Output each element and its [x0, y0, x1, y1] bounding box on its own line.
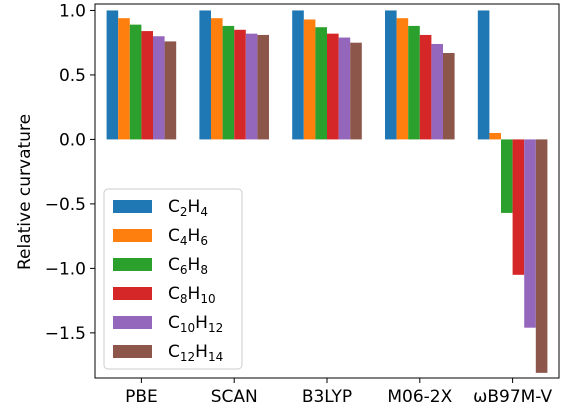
y-tick-label: 0.0: [59, 130, 86, 150]
x-axis-ticks: PBE SCAN B3LYP M06-2X ωB97M-V: [125, 378, 552, 407]
legend-swatch: [113, 316, 152, 329]
bar-C4H6-5: [489, 132, 501, 140]
bar-C4H6-2: [211, 18, 223, 140]
bar-C6H8-3: [315, 27, 327, 140]
y-axis-label: Relative curvature: [15, 114, 35, 270]
plot-frame: [94, 3, 560, 379]
y-tick-label: 0.5: [59, 66, 86, 86]
bars-group: [106, 10, 548, 373]
bar-C12H14-4: [443, 53, 455, 140]
y-tick-label: 1.0: [59, 1, 86, 21]
y-tick-label: −1.5: [45, 324, 86, 344]
bar-C6H8-2: [222, 25, 235, 140]
bar-C10H12-3: [338, 37, 351, 140]
x-tick-label: SCAN: [211, 387, 258, 407]
bar-C12H14-3: [350, 42, 362, 140]
legend-label: C10H12: [168, 313, 223, 335]
legend-label: C8H10: [168, 284, 216, 306]
legend-swatch: [113, 229, 152, 242]
bar-C4H6-1: [118, 18, 130, 140]
y-axis-ticks: 1.0 0.5 0.0 −0.5 −1.0 −1.5: [45, 1, 95, 344]
bar-C12H14-1: [164, 41, 177, 140]
y-tick-label: −0.5: [45, 195, 86, 215]
bar-C8H10-5: [512, 139, 525, 275]
bar-C2H4-4: [385, 10, 397, 140]
legend-swatch: [113, 200, 152, 213]
bar-C8H10-1: [141, 31, 153, 140]
legend-label: C12H14: [168, 342, 223, 364]
bar-C4H6-3: [303, 19, 316, 140]
bar-C12H14-2: [257, 34, 269, 140]
legend-label: C2H4: [168, 197, 208, 219]
bar-C4H6-4: [396, 18, 409, 140]
bar-C10H12-1: [153, 36, 165, 140]
bar-C12H14-5: [535, 139, 548, 373]
y-tick-label: −1.0: [45, 259, 86, 279]
bar-C6H8-4: [408, 25, 420, 140]
x-tick-label: ωB97M-V: [473, 387, 552, 407]
legend-swatch: [113, 287, 152, 300]
bar-C8H10-3: [327, 33, 339, 140]
bar-C2H4-2: [199, 10, 211, 140]
legend-swatch: [113, 345, 152, 358]
bar-C2H4-3: [292, 10, 304, 140]
bar-C8H10-2: [234, 29, 246, 140]
bar-C10H12-5: [524, 139, 536, 328]
bar-C6H8-5: [501, 139, 513, 213]
x-tick-label: B3LYP: [302, 387, 352, 407]
bar-C2H4-5: [477, 10, 490, 140]
x-tick-label: PBE: [125, 387, 158, 407]
legend: C2H4 C4H6 C6H8 C8H10 C10H12 C12H14: [103, 188, 243, 370]
bar-C10H12-4: [431, 43, 443, 140]
bar-C6H8-1: [129, 24, 142, 140]
bar-C2H4-1: [106, 10, 119, 140]
bar-C8H10-4: [419, 34, 432, 140]
bar-C10H12-2: [245, 33, 258, 140]
legend-label: C4H6: [168, 226, 208, 248]
legend-label: C6H8: [168, 255, 208, 277]
legend-swatch: [113, 258, 152, 271]
x-tick-label: M06-2X: [387, 387, 452, 407]
